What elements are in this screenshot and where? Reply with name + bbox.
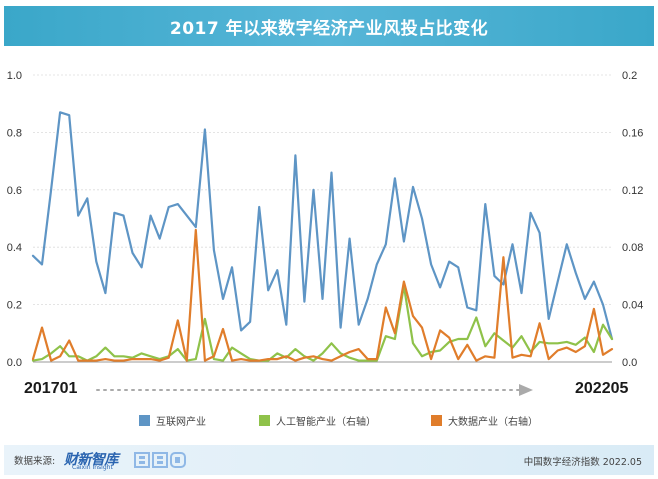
y-right-tick-label: 0.0 <box>622 357 637 369</box>
y-right-tick-label: 0.16 <box>622 127 643 139</box>
series-line-bigdata <box>31 228 614 362</box>
series-line-ai <box>31 284 614 362</box>
legend-label-internet: 互联网产业 <box>156 417 206 428</box>
y-left-tick-label: 0.2 <box>7 300 22 312</box>
legend-label-bigdata: 大数据产业（右轴） <box>448 417 538 428</box>
source-label: 数据来源: <box>14 456 56 467</box>
chart-title-bar: 2017 年以来数字经济产业风投占比变化 <box>4 6 654 46</box>
line-chart: 0.0 0.2 0.4 0.6 0.8 1.0 0.0 0.04 0.08 0.12 0.16 0.2 <box>7 70 644 369</box>
report-label: 中国数字经济指数 2022.05 <box>523 457 642 468</box>
chart-legend: 互联网产业 人工智能产业（右轴） 大数据产业（右轴） <box>0 413 658 429</box>
x-axis-end-label: 202205 <box>575 380 629 397</box>
legend-swatch-ai <box>259 415 270 426</box>
y-left-tick-label: 0.0 <box>7 357 22 369</box>
legend-swatch-bigdata <box>431 415 442 426</box>
y-left-tick-label: 0.6 <box>7 185 22 197</box>
caixin-logo-subtext: Caixin Insight <box>72 464 113 471</box>
legend-swatch-internet <box>139 415 150 426</box>
footer-bar: 数据来源: 财新智库 Caixin Insight 中国数字经济指数 2022.… <box>4 445 654 475</box>
legend-item-ai: 人工智能产业（右轴） <box>259 413 376 428</box>
caixin-logo-text: 财新智库 <box>64 452 119 468</box>
timeline-arrow-icon <box>96 384 533 396</box>
y-right-tick-label: 0.04 <box>622 300 643 312</box>
legend-item-bigdata: 大数据产业（右轴） <box>431 413 538 428</box>
legend-label-ai: 人工智能产业（右轴） <box>276 417 376 428</box>
bbd-logo-icon <box>134 452 186 468</box>
x-axis-start-label: 201701 <box>24 380 78 397</box>
y-right-tick-label: 0.2 <box>622 70 637 82</box>
series-line-internet <box>31 111 614 341</box>
y-right-tick-label: 0.08 <box>622 242 643 254</box>
chart-title: 2017 年以来数字经济产业风投占比变化 <box>169 18 489 39</box>
y-left-tick-label: 0.8 <box>7 127 22 139</box>
y-left-tick-label: 1.0 <box>7 70 22 82</box>
legend-item-internet: 互联网产业 <box>139 413 206 428</box>
y-right-tick-label: 0.12 <box>622 185 643 197</box>
y-left-tick-label: 0.4 <box>7 242 22 254</box>
